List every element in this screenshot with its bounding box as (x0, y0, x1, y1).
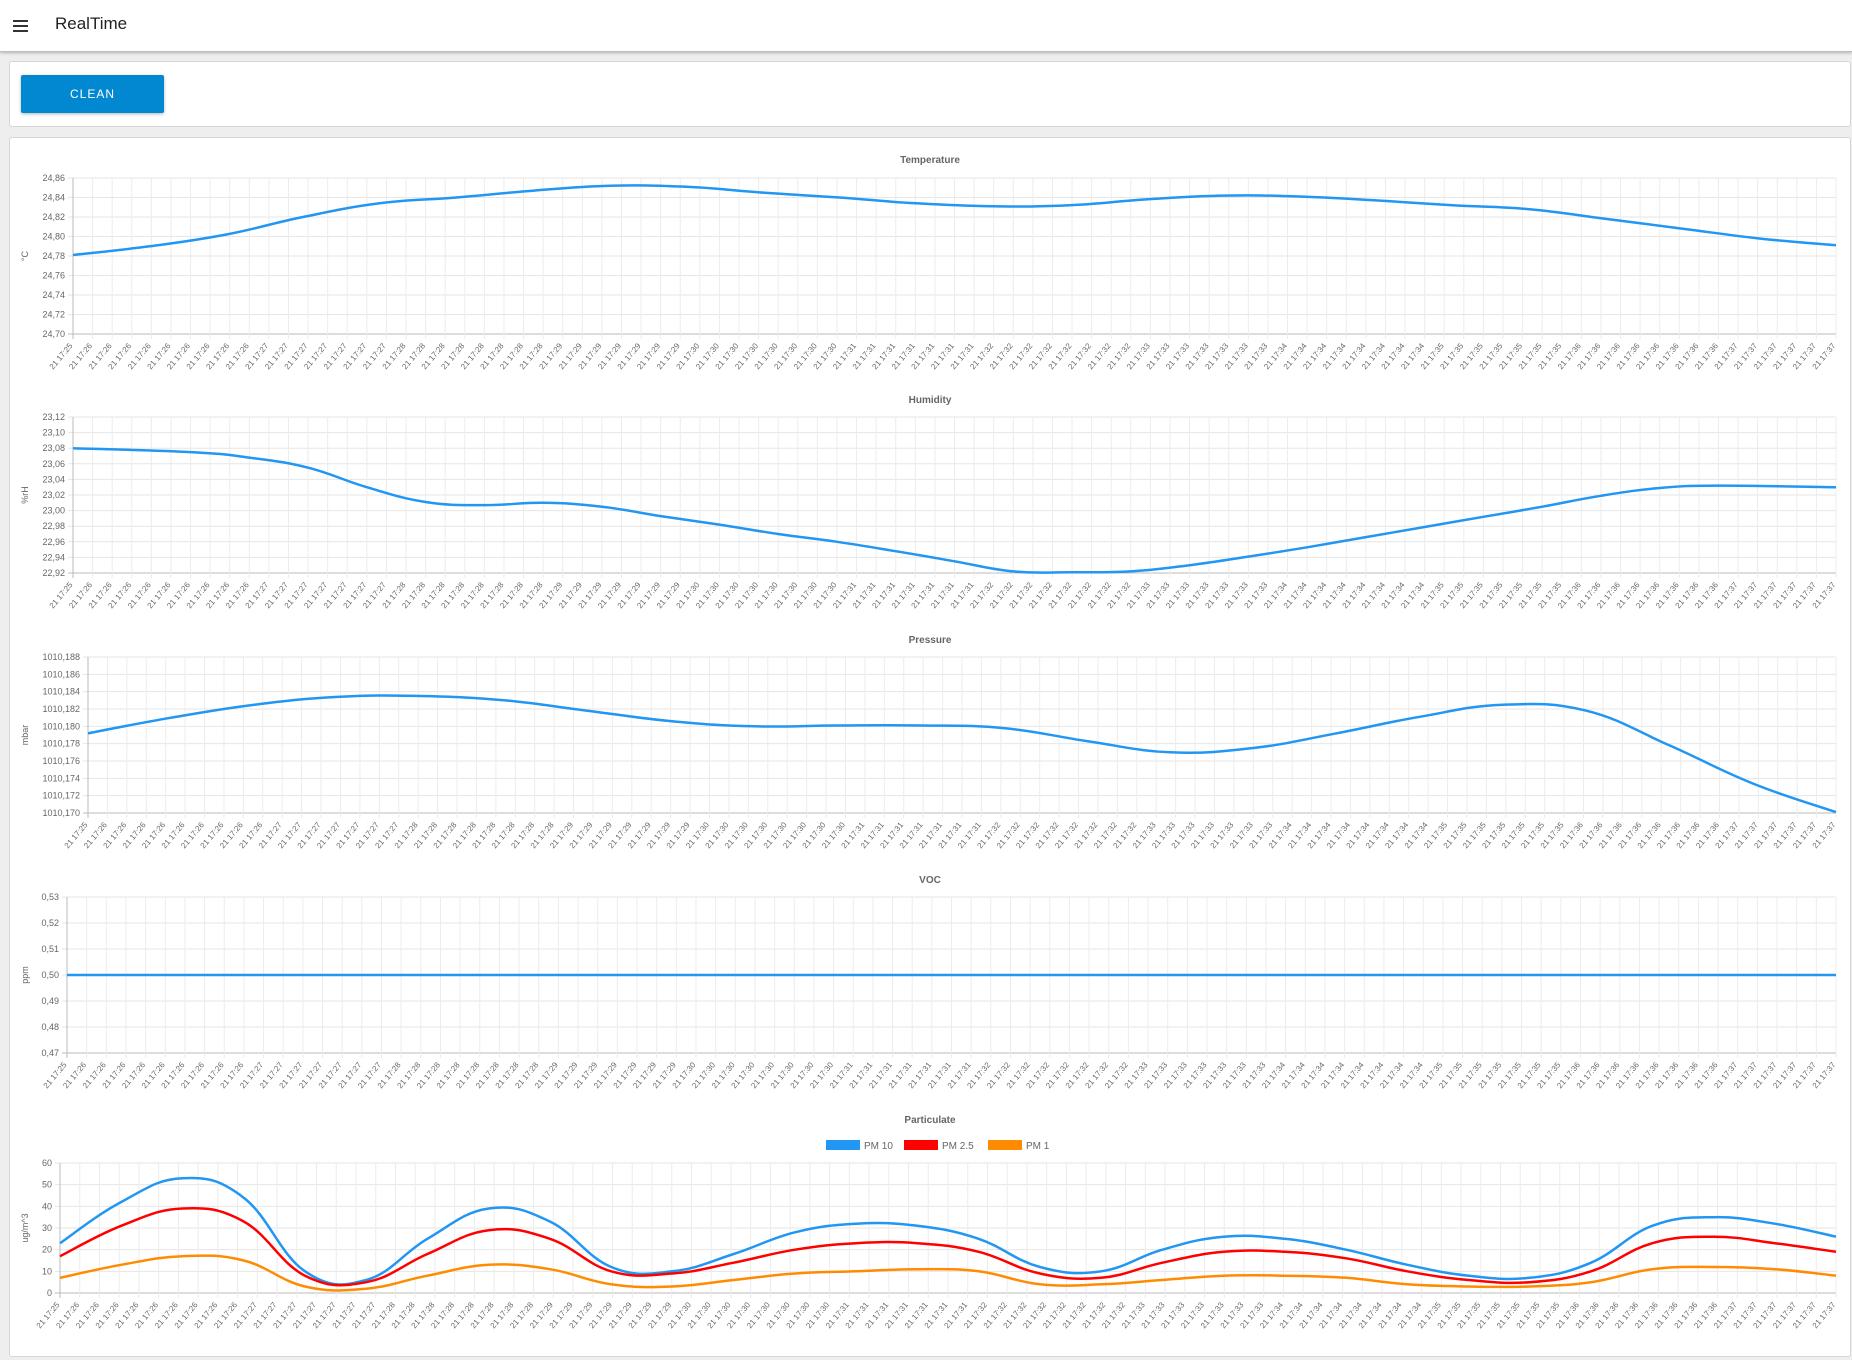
y-tick-label: 24,74 (42, 290, 65, 300)
chart-particulate: Particulate PM 10 PM 2.5 PM 1 60 50 40 30 20 10 0 u… (20, 1115, 1838, 1330)
y-tick-label: 60 (42, 1158, 52, 1168)
y-axis-title: %rH (20, 486, 30, 504)
y-tick-label: 0,51 (41, 944, 59, 954)
y-tick-label: 24,72 (42, 310, 65, 320)
y-tick-label: 0 (47, 1288, 52, 1298)
chart-title: Pressure (909, 635, 952, 646)
y-tick-label: 24,84 (42, 193, 65, 203)
y-tick-label: 22,92 (42, 568, 65, 578)
y-axis-title: ppm (20, 966, 30, 984)
chart-title: Humidity (909, 395, 952, 406)
y-tick-label: 24,76 (42, 271, 65, 281)
legend-swatch (826, 1140, 860, 1150)
series-line-pressure (87, 694, 1837, 814)
y-tick-label: 0,53 (41, 892, 59, 902)
y-tick-label: 23,02 (42, 490, 65, 500)
y-tick-label: 23,08 (42, 443, 65, 453)
y-tick-label: 10 (42, 1266, 52, 1276)
charts-card: Temperature 24,86 24,84 24,82 24,80 24,78 24,7… (9, 137, 1851, 1357)
y-tick-label: 23,12 (42, 412, 65, 422)
series-line-humidity (72, 446, 1837, 574)
chart-pressure: Pressure 1010,188 1010,186 1010,184 1010,182… (20, 635, 1838, 850)
y-tick-label: 0,52 (41, 918, 59, 928)
y-tick-label: 1010,178 (42, 739, 80, 749)
y-tick-label: 30 (42, 1223, 52, 1233)
hamburger-menu-icon[interactable] (10, 14, 32, 36)
series-line-temperature (72, 184, 1837, 257)
y-tick-label: 24,82 (42, 212, 65, 222)
menu-line (13, 25, 28, 27)
y-axis-title: ug/m^3 (20, 1213, 30, 1242)
y-tick-label: 50 (42, 1180, 52, 1190)
y-tick-label: 0,48 (41, 1022, 59, 1032)
y-tick-label: 1010,176 (42, 756, 80, 766)
y-tick-label: 20 (42, 1245, 52, 1255)
y-tick-label: 24,70 (42, 329, 65, 339)
menu-line (13, 30, 28, 32)
y-axis-title: mbar (20, 725, 30, 746)
app-title: RealTime (55, 14, 128, 33)
y-tick-label: 22,96 (42, 537, 65, 547)
y-tick-label: 23,10 (42, 428, 65, 438)
toolbar-card: CLEAN (9, 61, 1851, 127)
chart-title: Particulate (904, 1115, 956, 1126)
series-line-pm-2-5 (59, 1206, 1837, 1287)
y-tick-label: 1010,170 (42, 808, 80, 818)
y-tick-label: 0,47 (41, 1048, 59, 1058)
y-tick-label: 24,86 (42, 173, 65, 183)
legend-swatch (904, 1140, 938, 1150)
y-axis-title: °C (20, 250, 30, 261)
y-tick-label: 1010,184 (42, 687, 80, 697)
y-tick-label: 23,04 (42, 474, 65, 484)
chart-temperature: Temperature 24,86 24,84 24,82 24,80 24,78 24,7… (20, 155, 1838, 371)
chart-humidity: Humidity 23,12 23,10 23,08 23,06 23,04 23,02 23… (20, 395, 1838, 610)
y-tick-label: 23,00 (42, 506, 65, 516)
y-tick-label: 1010,174 (42, 773, 80, 783)
y-tick-label: 24,80 (42, 232, 65, 242)
clean-button[interactable]: CLEAN (21, 75, 164, 113)
y-tick-label: 1010,182 (42, 704, 80, 714)
y-tick-label: 1010,180 (42, 721, 80, 731)
y-tick-label: 0,49 (41, 996, 59, 1006)
y-tick-label: 1010,188 (42, 652, 80, 662)
app-bar: RealTime (0, 0, 1852, 52)
chart-title: Temperature (900, 155, 960, 166)
y-tick-label: 23,06 (42, 459, 65, 469)
legend-swatch (988, 1140, 1022, 1150)
charts-svg: Temperature 24,86 24,84 24,82 24,80 24,78 24,7… (20, 155, 1838, 1330)
y-tick-label: 22,98 (42, 521, 65, 531)
series-line-pm-1 (59, 1254, 1837, 1292)
menu-line (13, 20, 28, 22)
y-tick-label: 1010,186 (42, 669, 80, 679)
y-tick-label: 0,50 (41, 970, 59, 980)
legend-label: PM 1 (1026, 1141, 1050, 1152)
y-tick-label: 24,78 (42, 251, 65, 261)
chart-title: VOC (919, 875, 941, 886)
legend-label: PM 10 (864, 1141, 893, 1152)
y-tick-label: 22,94 (42, 552, 65, 562)
legend-label: PM 2.5 (942, 1141, 974, 1152)
y-tick-label: 1010,172 (42, 791, 80, 801)
y-tick-label: 40 (42, 1201, 52, 1211)
